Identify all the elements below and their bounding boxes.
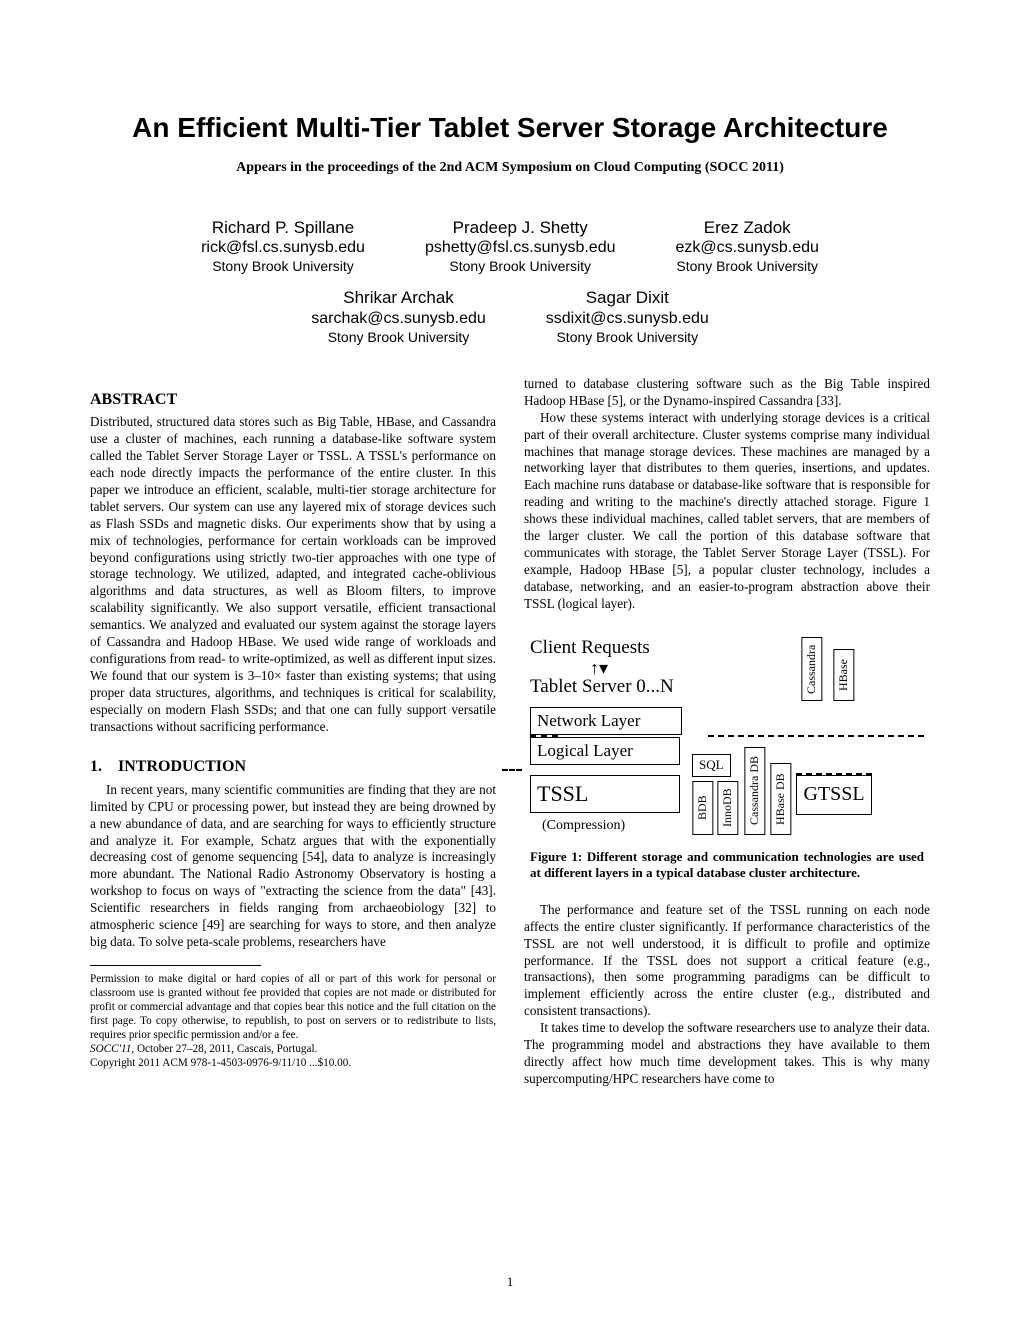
figure-1: Client Requests ↑▾ Tablet Server 0...N C… bbox=[524, 630, 930, 891]
fig-label-compression: (Compression) bbox=[530, 817, 680, 835]
body-paragraph: turned to database clustering software s… bbox=[524, 376, 930, 410]
venue-name: SOCC'11, bbox=[90, 1043, 137, 1055]
author: Richard P. Spillane rick@fsl.cs.sunysb.e… bbox=[201, 217, 365, 276]
author-row-2: Shrikar Archak sarchak@cs.sunysb.edu Sto… bbox=[90, 287, 930, 346]
body-paragraph: It takes time to develop the software re… bbox=[524, 1020, 930, 1088]
copyright-line: Copyright 2011 ACM 978-1-4503-0976-9/11/… bbox=[90, 1057, 351, 1069]
arrows-icon: ↑▾ bbox=[530, 661, 674, 675]
author: Pradeep J. Shetty pshetty@fsl.cs.sunysb.… bbox=[425, 217, 616, 276]
author-affiliation: Stony Brook University bbox=[676, 258, 819, 276]
left-column: ABSTRACT Distributed, structured data st… bbox=[90, 376, 496, 1088]
intro-heading: 1.INTRODUCTION bbox=[90, 757, 496, 777]
section-title-text: INTRODUCTION bbox=[118, 758, 246, 775]
author: Erez Zadok ezk@cs.sunysb.edu Stony Brook… bbox=[676, 217, 819, 276]
author-email: sarchak@cs.sunysb.edu bbox=[311, 309, 486, 329]
figure-1-caption: Figure 1: Different storage and communic… bbox=[530, 849, 924, 882]
two-column-body: ABSTRACT Distributed, structured data st… bbox=[90, 376, 930, 1088]
fig-box-hbase: HBase bbox=[833, 649, 854, 701]
venue-details: October 27–28, 2011, Cascais, Portugal. bbox=[137, 1043, 317, 1055]
page-number: 1 bbox=[0, 1274, 1020, 1290]
author: Shrikar Archak sarchak@cs.sunysb.edu Sto… bbox=[311, 287, 486, 346]
fig-box-hbase-db: HBase DB bbox=[770, 763, 791, 835]
author-name: Richard P. Spillane bbox=[201, 217, 365, 238]
author-affiliation: Stony Brook University bbox=[311, 329, 486, 347]
copyright-footnote: Permission to make digital or hard copie… bbox=[90, 972, 496, 1070]
paper-page: An Efficient Multi-Tier Tablet Server St… bbox=[0, 0, 1020, 1320]
fig-box-gtssl: GTSSL bbox=[796, 775, 871, 815]
fig-box-network-layer: Network Layer bbox=[530, 707, 682, 735]
author-name: Pradeep J. Shetty bbox=[425, 217, 616, 238]
author-email: ssdixit@cs.sunysb.edu bbox=[546, 309, 709, 329]
body-paragraph: How these systems interact with underlyi… bbox=[524, 410, 930, 613]
author-name: Erez Zadok bbox=[676, 217, 819, 238]
fig-box-bdb: BDB bbox=[692, 781, 713, 835]
authors-block: Richard P. Spillane rick@fsl.cs.sunysb.e… bbox=[90, 217, 930, 347]
author-email: rick@fsl.cs.sunysb.edu bbox=[201, 238, 365, 258]
intro-paragraph: In recent years, many scientific communi… bbox=[90, 782, 496, 951]
fig-box-logical-layer: Logical Layer bbox=[530, 737, 680, 765]
abstract-text: Distributed, structured data stores such… bbox=[90, 414, 496, 735]
fig-label-tablet-server: Tablet Server 0...N bbox=[530, 675, 674, 699]
author-name: Shrikar Archak bbox=[311, 287, 486, 308]
right-column: turned to database clustering software s… bbox=[524, 376, 930, 1088]
fig-box-tssl: TSSL bbox=[530, 775, 680, 813]
author-email: pshetty@fsl.cs.sunysb.edu bbox=[425, 238, 616, 258]
footnote-rule bbox=[90, 965, 261, 966]
author-email: ezk@cs.sunysb.edu bbox=[676, 238, 819, 258]
author-affiliation: Stony Brook University bbox=[201, 258, 365, 276]
figure-diagram: Client Requests ↑▾ Tablet Server 0...N C… bbox=[530, 636, 924, 834]
permission-text: Permission to make digital or hard copie… bbox=[90, 973, 496, 1041]
author-affiliation: Stony Brook University bbox=[546, 329, 709, 347]
section-number: 1. bbox=[90, 757, 118, 777]
author-name: Sagar Dixit bbox=[546, 287, 709, 308]
fig-box-cassandra: Cassandra bbox=[801, 637, 822, 701]
fig-box-sql: SQL bbox=[692, 754, 731, 777]
abstract-heading: ABSTRACT bbox=[90, 390, 496, 410]
fig-box-innodb: InnoDB bbox=[717, 781, 738, 835]
body-paragraph: The performance and feature set of the T… bbox=[524, 902, 930, 1020]
author: Sagar Dixit ssdixit@cs.sunysb.edu Stony … bbox=[546, 287, 709, 346]
paper-title: An Efficient Multi-Tier Tablet Server St… bbox=[90, 110, 930, 145]
author-row-1: Richard P. Spillane rick@fsl.cs.sunysb.e… bbox=[90, 217, 930, 276]
paper-subtitle: Appears in the proceedings of the 2nd AC… bbox=[90, 159, 930, 177]
fig-box-cassandra-db: Cassandra DB bbox=[744, 747, 765, 835]
author-affiliation: Stony Brook University bbox=[425, 258, 616, 276]
